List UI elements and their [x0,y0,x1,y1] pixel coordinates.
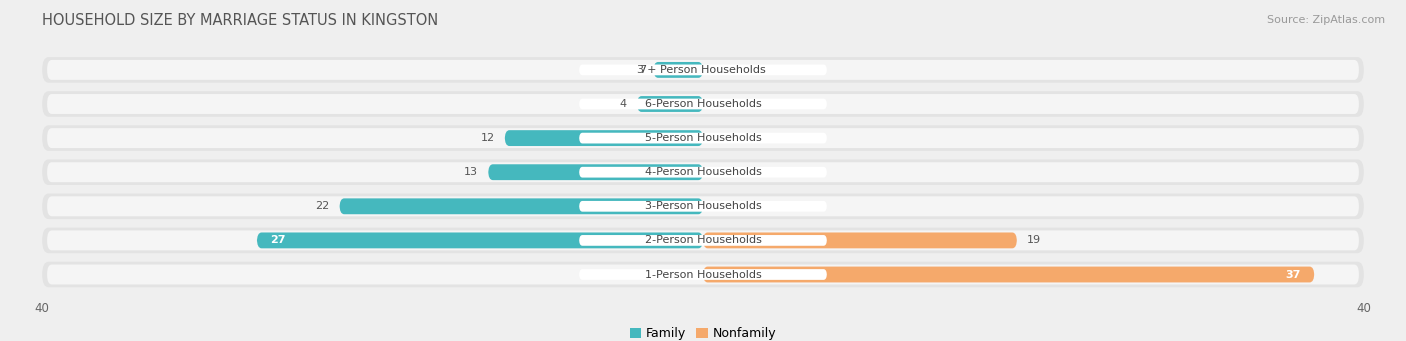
Text: 4-Person Households: 4-Person Households [644,167,762,177]
FancyBboxPatch shape [42,228,1364,253]
Text: 2-Person Households: 2-Person Households [644,235,762,246]
FancyBboxPatch shape [703,267,1315,282]
Text: 4: 4 [620,99,627,109]
FancyBboxPatch shape [654,62,703,78]
Text: 7+ Person Households: 7+ Person Households [640,65,766,75]
FancyBboxPatch shape [579,201,827,212]
Text: 1-Person Households: 1-Person Households [644,269,762,280]
FancyBboxPatch shape [48,265,1358,284]
FancyBboxPatch shape [48,94,1358,114]
FancyBboxPatch shape [579,64,827,75]
FancyBboxPatch shape [579,235,827,246]
FancyBboxPatch shape [488,164,703,180]
FancyBboxPatch shape [48,128,1358,148]
FancyBboxPatch shape [48,231,1358,250]
Text: 6-Person Households: 6-Person Households [644,99,762,109]
FancyBboxPatch shape [505,130,703,146]
FancyBboxPatch shape [48,162,1358,182]
Text: Source: ZipAtlas.com: Source: ZipAtlas.com [1267,15,1385,25]
FancyBboxPatch shape [42,159,1364,185]
FancyBboxPatch shape [42,125,1364,151]
FancyBboxPatch shape [579,167,827,178]
FancyBboxPatch shape [42,57,1364,83]
FancyBboxPatch shape [703,233,1017,248]
FancyBboxPatch shape [339,198,703,214]
FancyBboxPatch shape [42,193,1364,219]
Text: 13: 13 [464,167,478,177]
Legend: Family, Nonfamily: Family, Nonfamily [624,322,782,341]
Text: 12: 12 [481,133,495,143]
Text: 22: 22 [315,201,329,211]
FancyBboxPatch shape [579,269,827,280]
FancyBboxPatch shape [48,196,1358,216]
FancyBboxPatch shape [48,60,1358,80]
Text: 27: 27 [270,235,285,246]
FancyBboxPatch shape [42,91,1364,117]
Text: 37: 37 [1285,269,1301,280]
FancyBboxPatch shape [579,99,827,109]
Text: 3: 3 [637,65,644,75]
FancyBboxPatch shape [579,133,827,144]
FancyBboxPatch shape [42,262,1364,287]
FancyBboxPatch shape [637,96,703,112]
Text: HOUSEHOLD SIZE BY MARRIAGE STATUS IN KINGSTON: HOUSEHOLD SIZE BY MARRIAGE STATUS IN KIN… [42,13,439,28]
Text: 5-Person Households: 5-Person Households [644,133,762,143]
Text: 19: 19 [1026,235,1040,246]
FancyBboxPatch shape [257,233,703,248]
Text: 3-Person Households: 3-Person Households [644,201,762,211]
